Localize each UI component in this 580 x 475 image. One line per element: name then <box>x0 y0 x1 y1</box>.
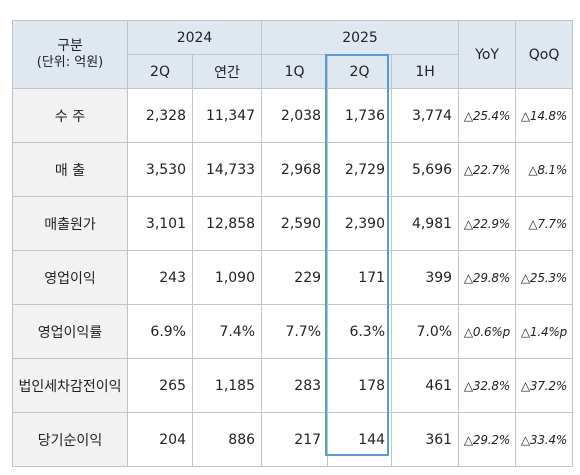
column-header-2025-1h: 1H <box>391 54 460 89</box>
financial-summary-table: 구분 (단위: 억원) 2024 2025 YoY QoQ 2Q 연간 1Q 2… <box>12 20 574 467</box>
table-row: 법인세차감전이익 265 1,185 283 178 461 △32.8% △3… <box>12 358 574 413</box>
table-cell: 6.9% <box>127 304 193 359</box>
qoq-cell: △37.2% <box>515 358 574 413</box>
yoy-cell: △29.8% <box>458 250 517 305</box>
table-cell: 265 <box>127 358 193 413</box>
table-cell: 886 <box>191 412 263 467</box>
table-cell: 5,696 <box>391 142 460 197</box>
yoy-cell: △32.8% <box>458 358 517 413</box>
corner-label: 구분 <box>57 37 83 54</box>
row-label: 매 출 <box>12 142 128 197</box>
table-cell: 2,590 <box>261 196 329 251</box>
table-cell: 217 <box>261 412 329 467</box>
table-cell: 3,530 <box>127 142 193 197</box>
table-cell: 243 <box>127 250 193 305</box>
yoy-cell: △22.7% <box>458 142 517 197</box>
table-cell: 7.4% <box>191 304 263 359</box>
corner-header-cell: 구분 (단위: 억원) <box>12 20 128 89</box>
row-label: 매출원가 <box>12 196 128 251</box>
table-cell: 12,858 <box>191 196 263 251</box>
table-row: 매출원가 3,101 12,858 2,590 2,390 4,981 △22.… <box>12 196 574 251</box>
yoy-cell: △0.6%p <box>458 304 517 359</box>
qoq-cell: △25.3% <box>515 250 574 305</box>
year-header-2024: 2024 <box>126 20 263 55</box>
table-cell: 3,101 <box>127 196 193 251</box>
table-cell: 178 <box>327 358 393 413</box>
table-cell: 399 <box>391 250 460 305</box>
table-cell: 1,736 <box>327 88 393 143</box>
table-cell: 144 <box>327 412 393 467</box>
table-cell: 171 <box>327 250 393 305</box>
column-header-2025-2q: 2Q <box>327 54 393 89</box>
year-header-2025: 2025 <box>261 20 460 55</box>
yoy-cell: △22.9% <box>458 196 517 251</box>
table-cell: 7.7% <box>261 304 329 359</box>
row-label: 당기순이익 <box>12 412 128 467</box>
yoy-header: YoY <box>458 20 517 89</box>
table-cell: 2,390 <box>327 196 393 251</box>
table-cell: 7.0% <box>391 304 460 359</box>
table-cell: 204 <box>127 412 193 467</box>
table-row: 매 출 3,530 14,733 2,968 2,729 5,696 △22.7… <box>12 142 574 197</box>
financial-table: 구분 (단위: 억원) 2024 2025 YoY QoQ 2Q 연간 1Q 2… <box>12 20 574 467</box>
table-cell: 2,038 <box>261 88 329 143</box>
table-cell: 6.3% <box>327 304 393 359</box>
yoy-cell: △29.2% <box>458 412 517 467</box>
table-cell: 2,968 <box>261 142 329 197</box>
table-cell: 2,328 <box>127 88 193 143</box>
qoq-cell: △33.4% <box>515 412 574 467</box>
table-row: 당기순이익 204 886 217 144 361 △29.2% △33.4% <box>12 412 574 467</box>
table-cell: 361 <box>391 412 460 467</box>
table-cell: 4,981 <box>391 196 460 251</box>
table-cell: 14,733 <box>191 142 263 197</box>
qoq-cell: △8.1% <box>515 142 574 197</box>
yoy-cell: △25.4% <box>458 88 517 143</box>
table-cell: 1,185 <box>191 358 263 413</box>
table-cell: 283 <box>261 358 329 413</box>
table-cell: 1,090 <box>191 250 263 305</box>
column-header-2025-1q: 1Q <box>261 54 329 89</box>
column-header-2024-2q: 2Q <box>127 54 193 89</box>
row-label: 영업이익률 <box>12 304 128 359</box>
table-row: 수 주 2,328 11,347 2,038 1,736 3,774 △25.4… <box>12 88 574 143</box>
unit-label: (단위: 억원) <box>36 55 104 71</box>
row-label: 영업이익 <box>12 250 128 305</box>
table-cell: 2,729 <box>327 142 393 197</box>
table-row: 영업이익률 6.9% 7.4% 7.7% 6.3% 7.0% △0.6%p △1… <box>12 304 574 359</box>
qoq-header: QoQ <box>515 20 574 89</box>
qoq-cell: △1.4%p <box>515 304 574 359</box>
row-label: 수 주 <box>12 88 128 143</box>
qoq-cell: △14.8% <box>515 88 574 143</box>
qoq-cell: △7.7% <box>515 196 574 251</box>
table-cell: 229 <box>261 250 329 305</box>
row-label: 법인세차감전이익 <box>12 358 128 413</box>
table-cell: 3,774 <box>391 88 460 143</box>
table-cell: 11,347 <box>191 88 263 143</box>
table-cell: 461 <box>391 358 460 413</box>
column-header-2024-annual: 연간 <box>191 54 263 89</box>
table-row: 영업이익 243 1,090 229 171 399 △29.8% △25.3% <box>12 250 574 305</box>
